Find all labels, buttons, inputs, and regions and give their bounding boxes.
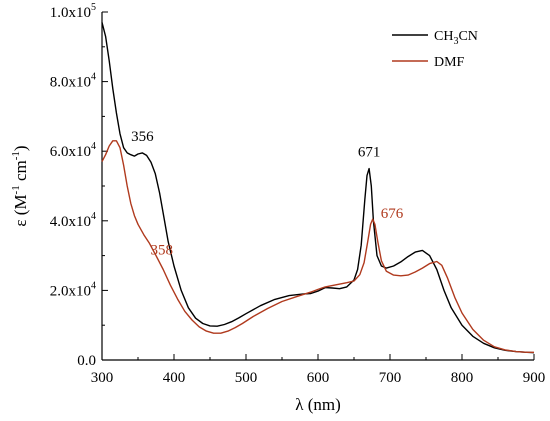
peak-label: 676 (381, 206, 404, 222)
x-tick-label: 400 (163, 370, 186, 386)
y-tick-label: 4.0x104 (50, 211, 96, 230)
y-tick-label: 2.0x104 (50, 280, 96, 299)
y-tick-label: 0.0 (77, 353, 96, 369)
y-tick-label: 1.0x105 (50, 2, 96, 21)
x-tick-label: 900 (523, 370, 546, 386)
series-line-dmf (101, 140, 534, 353)
x-tick-label: 500 (235, 370, 258, 386)
y-axis-label: ε (M-1 cm-1) (10, 145, 30, 226)
legend: CH3CN DMF (392, 29, 478, 70)
x-axis-label: λ (nm) (295, 395, 341, 414)
peak-label: 358 (151, 243, 174, 259)
y-tick-label: 6.0x104 (50, 141, 96, 160)
y-tick-label: 8.0x104 (50, 72, 96, 91)
peak-label: 671 (358, 145, 381, 161)
x-tick-label: 800 (451, 370, 474, 386)
x-tick-label: 600 (307, 370, 330, 386)
legend-label: CH3CN (434, 29, 478, 47)
peak-label: 356 (131, 129, 154, 145)
x-tick-label: 700 (379, 370, 402, 386)
x-tick-label: 300 (91, 370, 114, 386)
series-layer (101, 22, 535, 354)
axes: 300 400 500 600 700 800 900 0.0 2.0x104 4.0x104 6.… (50, 2, 546, 386)
series-line-ch3cn (101, 22, 535, 354)
annotation-layer: 356 358 671 676 (131, 129, 404, 259)
legend-label: DMF (434, 55, 465, 70)
